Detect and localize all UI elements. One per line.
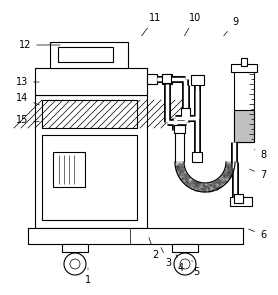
Bar [147, 74, 157, 84]
Bar [234, 110, 254, 142]
Text: 3: 3 [161, 248, 171, 268]
Bar [192, 152, 202, 162]
Circle shape [64, 253, 86, 275]
Bar [231, 64, 257, 72]
Bar [42, 135, 137, 220]
Bar [181, 108, 190, 117]
Text: 7: 7 [250, 169, 266, 180]
Bar [174, 125, 185, 133]
Bar [191, 75, 204, 85]
Text: 6: 6 [249, 229, 266, 240]
Bar [35, 68, 147, 95]
Text: 4: 4 [176, 255, 184, 273]
Bar [162, 74, 171, 83]
Bar [162, 74, 172, 84]
Bar [50, 42, 128, 68]
Bar [241, 58, 247, 66]
Bar [53, 152, 85, 187]
Bar [234, 70, 254, 142]
Bar [230, 197, 252, 206]
Circle shape [180, 259, 190, 269]
Bar [35, 95, 147, 228]
Bar [28, 228, 243, 244]
Text: 15: 15 [16, 115, 39, 125]
Text: 12: 12 [19, 40, 60, 50]
Text: 10: 10 [184, 13, 201, 36]
Text: 13: 13 [16, 77, 39, 87]
Text: 2: 2 [149, 237, 158, 260]
Text: 11: 11 [142, 13, 161, 36]
Circle shape [70, 259, 80, 269]
Text: 14: 14 [16, 93, 39, 105]
Bar [172, 244, 198, 252]
Bar [58, 47, 113, 62]
Text: 1: 1 [85, 268, 91, 285]
Bar [234, 194, 243, 203]
Circle shape [174, 253, 196, 275]
Bar [42, 100, 137, 128]
Text: 5: 5 [192, 260, 199, 277]
Text: 9: 9 [224, 17, 238, 36]
Polygon shape [175, 162, 235, 192]
Bar [62, 244, 88, 252]
Text: 8: 8 [254, 150, 266, 160]
